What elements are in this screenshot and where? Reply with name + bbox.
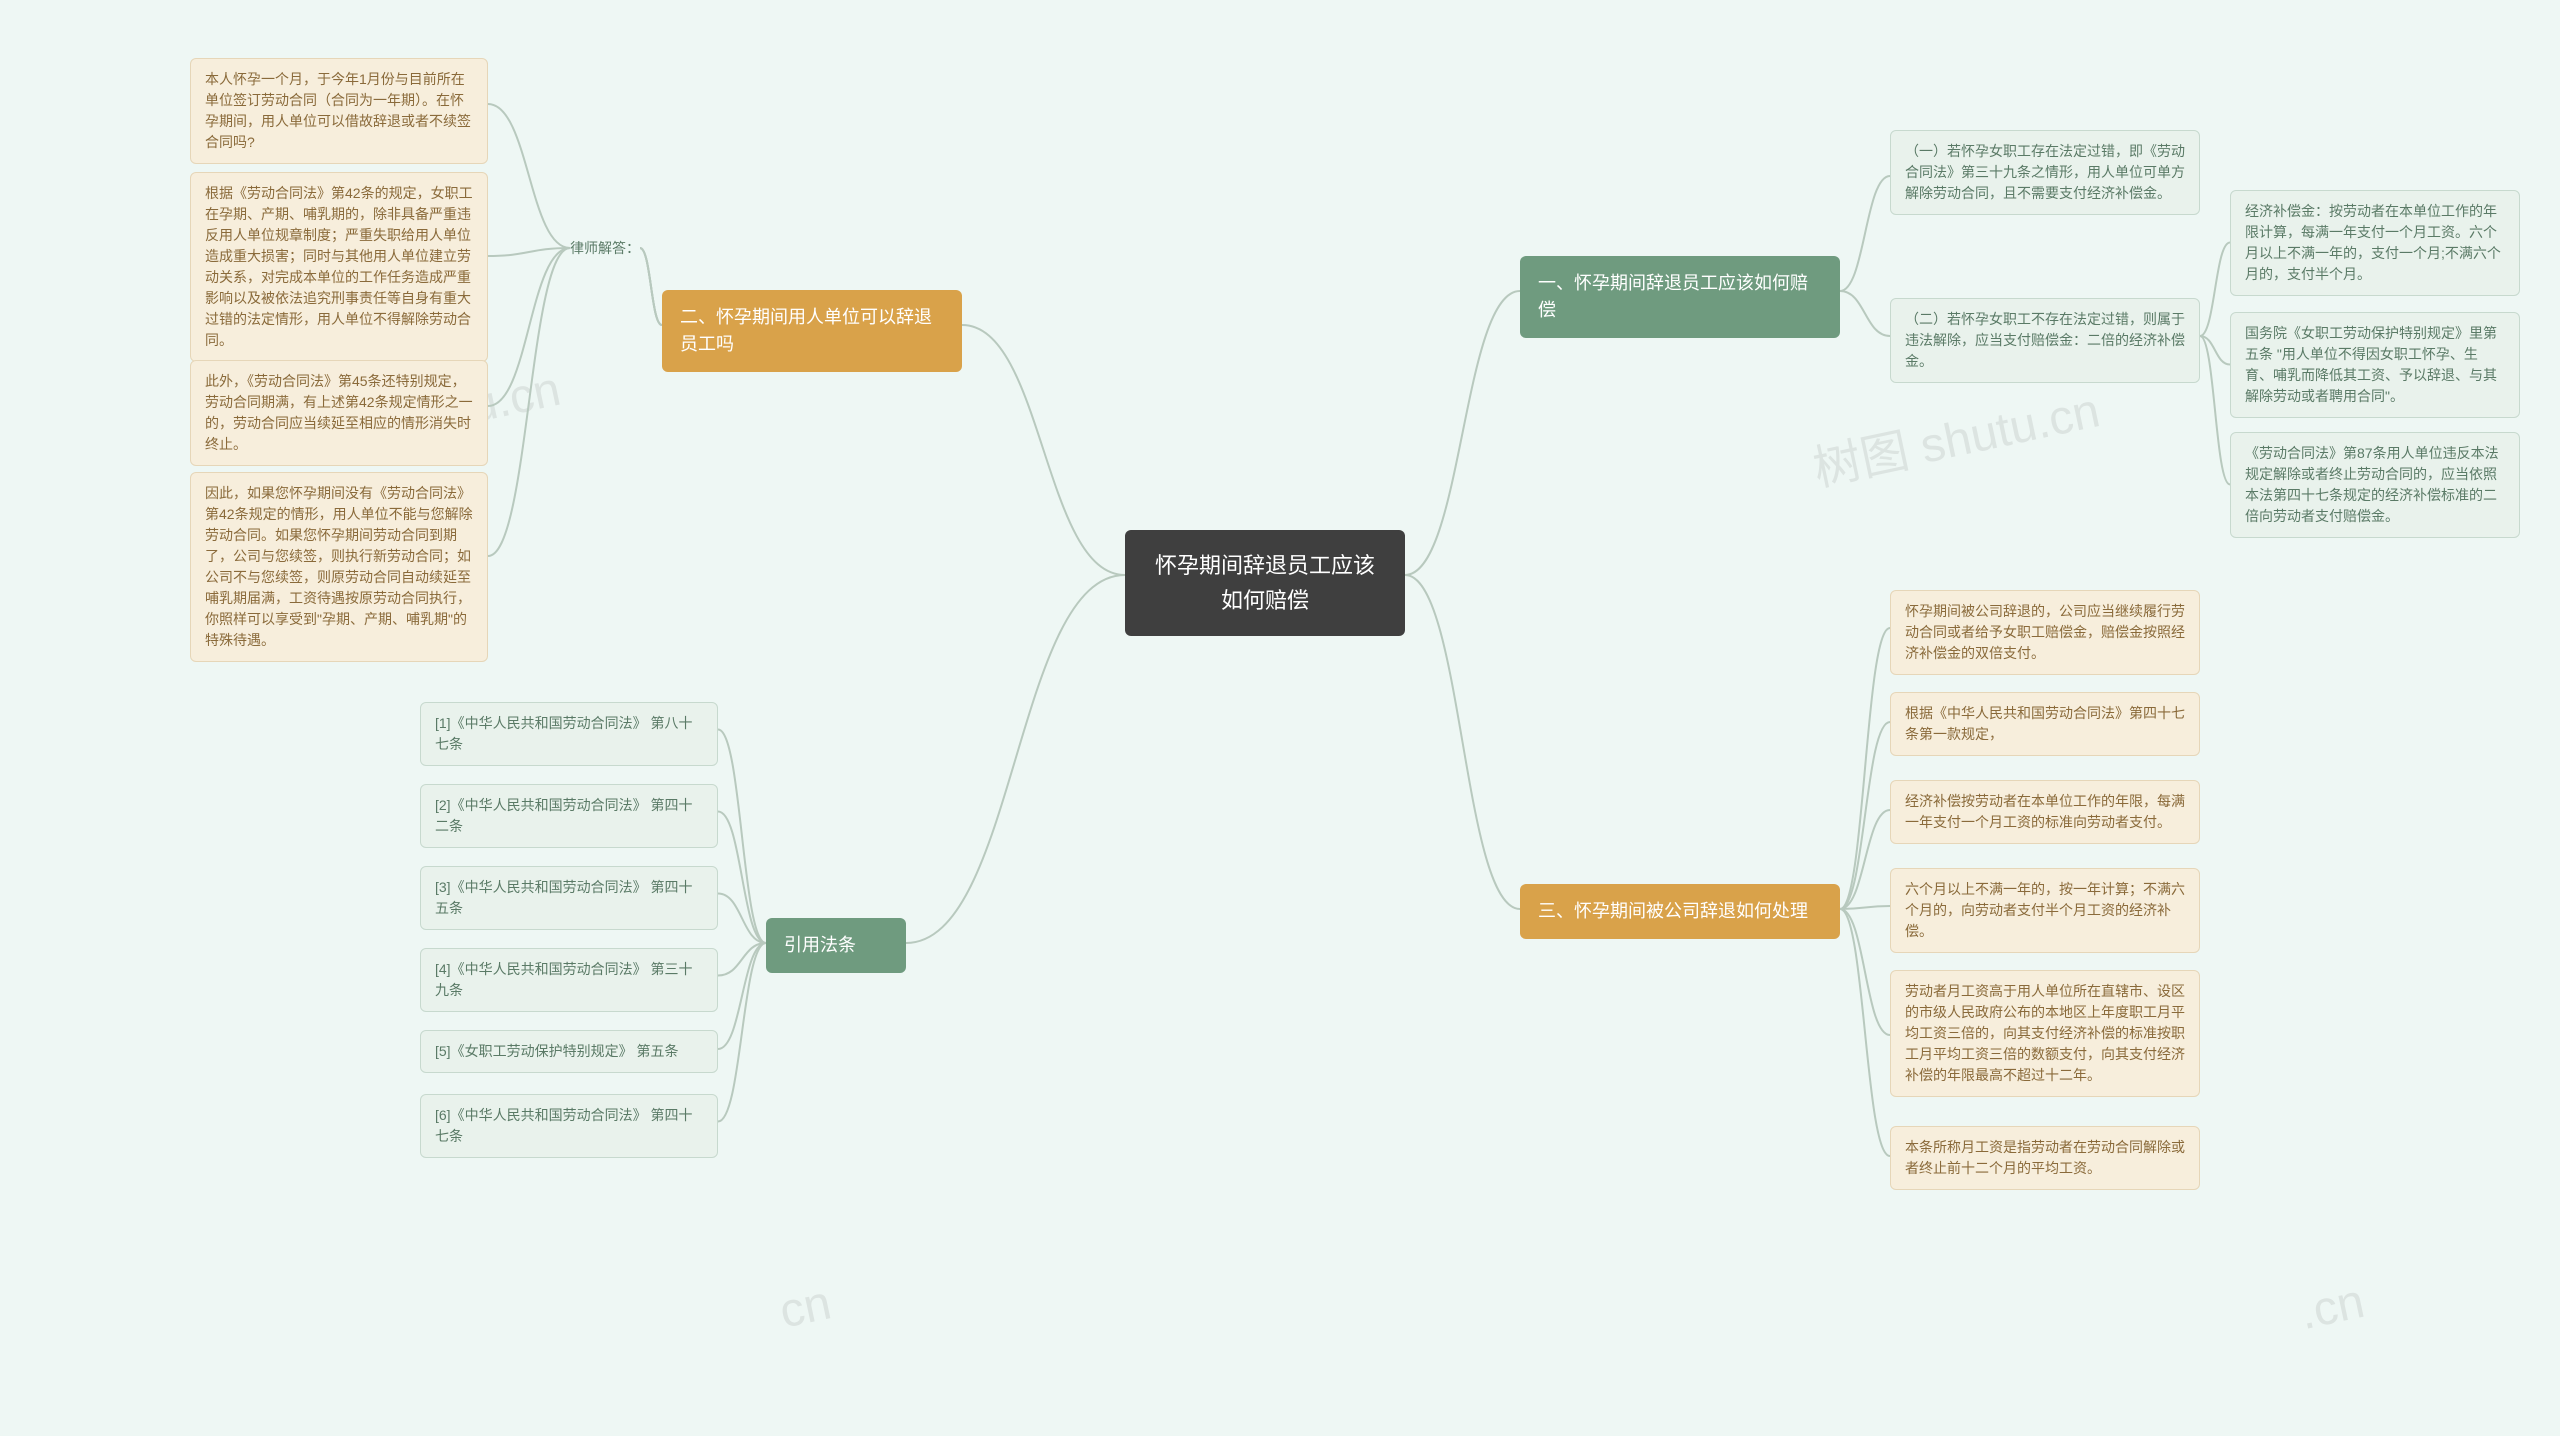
mid-label-b2: 律师解答： (570, 238, 640, 258)
branch-b2: 二、怀孕期间用人单位可以辞退员工吗 (662, 290, 962, 372)
leaf-b4c6: [6]《中华人民共和国劳动合同法》 第四十七条 (420, 1094, 718, 1158)
leaf-b4c2: [2]《中华人民共和国劳动合同法》 第四十二条 (420, 784, 718, 848)
leaf-b2c3: 此外，《劳动合同法》第45条还特别规定，劳动合同期满，有上述第42条规定情形之一… (190, 360, 488, 466)
leaf-b3c3: 经济补偿按劳动者在本单位工作的年限，每满一年支付一个月工资的标准向劳动者支付。 (1890, 780, 2200, 844)
branch-b1: 一、怀孕期间辞退员工应该如何赔偿 (1520, 256, 1840, 338)
leaf-b3c2: 根据《中华人民共和国劳动合同法》第四十七条第一款规定， (1890, 692, 2200, 756)
root-node: 怀孕期间辞退员工应该如何赔偿 (1125, 530, 1405, 636)
leaf-b4c5: [5]《女职工劳动保护特别规定》 第五条 (420, 1030, 718, 1073)
leaf-b3c5: 劳动者月工资高于用人单位所在直辖市、设区的市级人民政府公布的本地区上年度职工月平… (1890, 970, 2200, 1097)
leaf-b1c2b: 国务院《女职工劳动保护特别规定》里第五条 "用人单位不得因女职工怀孕、生育、哺乳… (2230, 312, 2520, 418)
leaf-b1c2c: 《劳动合同法》第87条用人单位违反本法规定解除或者终止劳动合同的，应当依照本法第… (2230, 432, 2520, 538)
leaf-b3c6: 本条所称月工资是指劳动者在劳动合同解除或者终止前十二个月的平均工资。 (1890, 1126, 2200, 1190)
leaf-b2c1: 本人怀孕一个月，于今年1月份与目前所在单位签订劳动合同（合同为一年期）。在怀孕期… (190, 58, 488, 164)
watermark: 树图 shutu.cn (1806, 371, 2105, 500)
watermark: .cn (2295, 1274, 2369, 1341)
leaf-b1c2: （二）若怀孕女职工不存在法定过错，则属于违法解除，应当支付赔偿金：二倍的经济补偿… (1890, 298, 2200, 383)
watermark: cn (775, 1275, 836, 1339)
leaf-b4c4: [4]《中华人民共和国劳动合同法》 第三十九条 (420, 948, 718, 1012)
leaf-b3c4: 六个月以上不满一年的，按一年计算；不满六个月的，向劳动者支付半个月工资的经济补偿… (1890, 868, 2200, 953)
branch-b4: 引用法条 (766, 918, 906, 973)
leaf-b2c4: 因此，如果您怀孕期间没有《劳动合同法》第42条规定的情形，用人单位不能与您解除劳… (190, 472, 488, 662)
leaf-b4c3: [3]《中华人民共和国劳动合同法》 第四十五条 (420, 866, 718, 930)
leaf-b1c2a: 经济补偿金：按劳动者在本单位工作的年限计算，每满一年支付一个月工资。六个月以上不… (2230, 190, 2520, 296)
leaf-b2c2: 根据《劳动合同法》第42条的规定，女职工在孕期、产期、哺乳期的，除非具备严重违反… (190, 172, 488, 362)
leaf-b3c1: 怀孕期间被公司辞退的，公司应当继续履行劳动合同或者给予女职工赔偿金，赔偿金按照经… (1890, 590, 2200, 675)
branch-b3: 三、怀孕期间被公司辞退如何处理 (1520, 884, 1840, 939)
leaf-b4c1: [1]《中华人民共和国劳动合同法》 第八十七条 (420, 702, 718, 766)
leaf-b1c1: （一）若怀孕女职工存在法定过错，即《劳动合同法》第三十九条之情形，用人单位可单方… (1890, 130, 2200, 215)
